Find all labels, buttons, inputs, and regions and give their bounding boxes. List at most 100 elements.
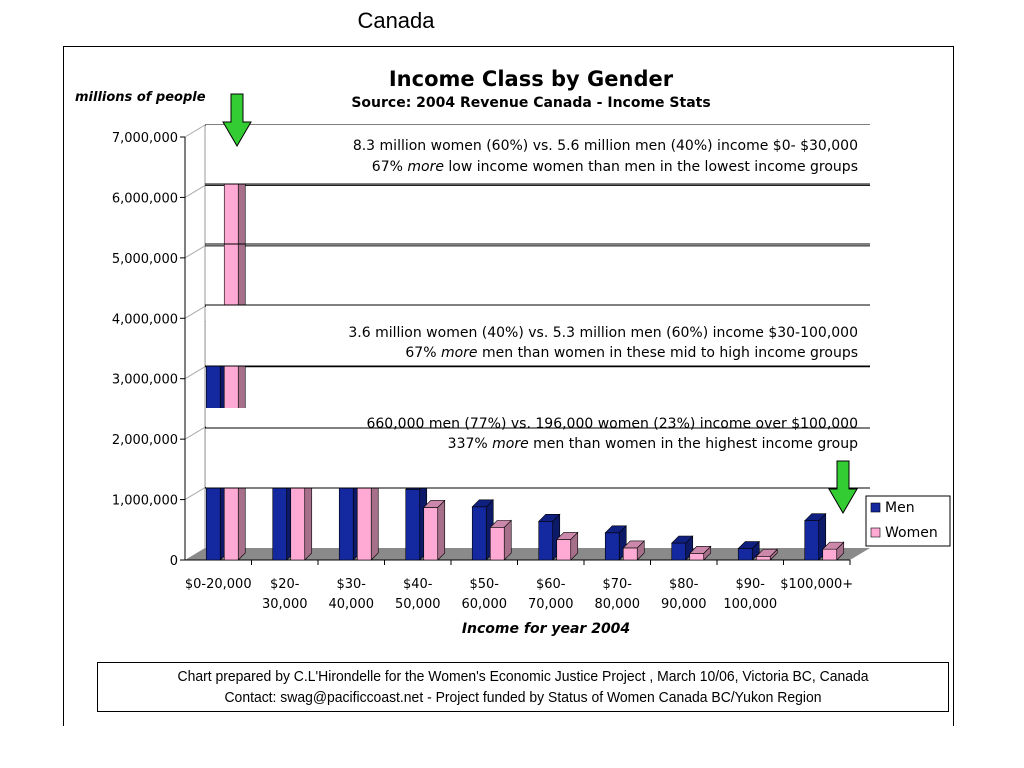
bar-women	[822, 541, 845, 561]
x-tick-label-line: 30,000	[262, 597, 308, 612]
bar-women	[556, 531, 579, 561]
gridline-side	[184, 305, 206, 319]
x-tick-label-line: 90,000	[661, 597, 707, 612]
bar-top	[489, 520, 512, 528]
bar-top	[604, 525, 627, 534]
bar-front	[423, 507, 439, 561]
x-tick-label-line: $60-	[536, 577, 566, 592]
bar-front	[538, 521, 554, 561]
annotation-span: men than women in the highest income gro…	[529, 436, 858, 452]
annotation-span: 67%	[405, 345, 441, 361]
legend-label: Women	[885, 525, 938, 541]
credit-line-1: Chart prepared by C.L'Hirondelle for the…	[177, 668, 869, 685]
bar-front	[671, 542, 687, 561]
bar-men	[737, 540, 760, 561]
annotation-span: 660,000 men (77%) vs. 196,000 women (23%…	[366, 416, 858, 432]
x-tick-label-line: $90-	[735, 577, 765, 592]
arrow-right-icon	[828, 460, 858, 514]
annotation-text: 660,000 men (77%) vs. 196,000 women (23%…	[366, 416, 858, 432]
arrow-left-icon	[222, 93, 252, 147]
bar-top	[804, 513, 827, 522]
annotation-text: 337% more men than women in the highest …	[448, 436, 858, 452]
x-tick-label-line: 40,000	[329, 597, 375, 612]
x-tick-label-line: $50-	[469, 577, 499, 592]
x-axis-label: Income for year 2004	[462, 621, 630, 637]
annotation-panel	[206, 125, 870, 184]
bar-top	[755, 549, 778, 557]
x-tick-label-line: 100,000	[723, 597, 777, 612]
chart-frame	[63, 46, 954, 726]
bar-front	[822, 548, 838, 561]
chart-title: Income Class by Gender	[389, 67, 674, 91]
x-tick-label-line: $80-	[669, 577, 699, 592]
gridline-side	[184, 426, 206, 440]
y-tick-label: 1,000,000	[112, 494, 178, 509]
x-tick-label: $40- 50,000	[395, 577, 441, 612]
x-tick-label: $20- 30,000	[262, 577, 308, 612]
annotation-text: 67% more low income women than men in th…	[372, 159, 858, 175]
bar-front	[556, 539, 572, 561]
bar-top	[538, 514, 561, 522]
bar-top	[689, 546, 712, 554]
x-tick-label: $90- 100,000	[723, 577, 777, 612]
bar-front	[689, 553, 705, 561]
y-tick-label: 7,000,000	[112, 131, 178, 146]
x-tick-label-line: 50,000	[395, 597, 441, 612]
chart-subtitle: Source: 2004 Revenue Canada - Income Sta…	[351, 95, 710, 111]
legend-label: Men	[885, 500, 915, 516]
annotation-panel	[206, 305, 870, 366]
x-tick-label-line: 80,000	[595, 597, 641, 612]
x-tick-label: $70- 80,000	[595, 577, 641, 612]
x-tick-label-line: $0-20,000	[185, 577, 252, 592]
annotation-span: 8.3 million women (60%) vs. 5.6 million …	[353, 138, 858, 154]
annotation-panel	[206, 408, 870, 488]
gridline-side	[184, 245, 206, 259]
y-tick-label: 2,000,000	[112, 433, 178, 448]
x-tick-label: $30- 40,000	[329, 577, 375, 612]
bar-front	[737, 548, 753, 561]
bar-front	[489, 527, 505, 561]
x-tick-label-line: $30-	[336, 577, 366, 592]
annotation-span: 337%	[448, 436, 492, 452]
bar-top	[622, 540, 645, 549]
credit-box: Chart prepared by C.L'Hirondelle for the…	[97, 662, 949, 712]
y-tick-label: 3,000,000	[112, 373, 178, 388]
annotation-span: 3.6 million women (40%) vs. 5.3 million …	[348, 325, 858, 341]
y-tick-label: 0	[170, 554, 178, 569]
credit-line-2: Contact: swag@pacificcoast.net - Project…	[224, 689, 822, 706]
annotation-span: low income women than men in the lowest …	[444, 159, 858, 175]
bar-top	[423, 500, 446, 508]
gridline-side	[184, 124, 206, 138]
x-tick-label: $60- 70,000	[528, 577, 574, 612]
annotation-span: more	[407, 159, 444, 175]
bar-front	[604, 532, 620, 561]
bar-top	[671, 535, 694, 544]
y-tick-label: 5,000,000	[112, 252, 178, 267]
bar-top	[471, 499, 494, 508]
bar-women	[489, 519, 512, 561]
x-tick-label-line: $20-	[270, 577, 300, 592]
bar-side	[437, 499, 446, 561]
annotation-span: men than women in these mid to high inco…	[478, 345, 858, 361]
x-tick-label: $0-20,000	[185, 577, 252, 592]
legend-swatch	[870, 527, 881, 538]
bar-front	[356, 476, 372, 561]
legend-swatch	[870, 502, 881, 513]
x-tick-label-line: 70,000	[528, 597, 574, 612]
bar-top	[556, 532, 579, 540]
y-axis-label: millions of people	[75, 90, 206, 105]
bar-front	[622, 547, 638, 561]
x-tick-label: $50- 60,000	[462, 577, 508, 612]
x-tick-label-line: $100,000+	[780, 577, 853, 592]
bar-front	[755, 556, 771, 561]
gridline-side	[184, 366, 206, 380]
annotation-span: more	[492, 436, 529, 452]
x-tick-label-line: $70-	[602, 577, 632, 592]
annotation-text: 67% more men than women in these mid to …	[405, 345, 858, 361]
slide-title: Canada	[357, 8, 435, 33]
legend: Men Women	[865, 495, 951, 547]
bar-front	[471, 506, 487, 561]
bar-women	[755, 548, 778, 561]
bar-top	[737, 541, 760, 549]
annotation-text: 8.3 million women (60%) vs. 5.6 million …	[353, 138, 858, 154]
